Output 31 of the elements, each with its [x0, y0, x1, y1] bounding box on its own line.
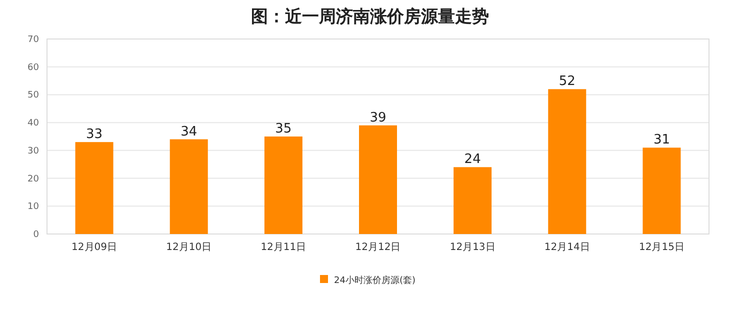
- bar: [264, 136, 302, 234]
- y-tick-label: 20: [28, 174, 40, 184]
- y-tick-label: 70: [28, 35, 40, 45]
- x-tick-label: 12月13日: [450, 242, 496, 253]
- x-tick-label: 12月14日: [544, 242, 590, 253]
- data-label: 35: [275, 122, 292, 136]
- y-tick-label: 10: [28, 202, 40, 212]
- y-tick-label: 0: [33, 230, 40, 240]
- bar: [454, 167, 492, 234]
- x-tick-label: 12月09日: [72, 242, 118, 253]
- data-label: 24: [464, 152, 481, 168]
- bar: [359, 125, 397, 234]
- data-label: 52: [558, 74, 576, 90]
- data-label: 33: [86, 127, 103, 142]
- y-tick-label: 40: [28, 118, 40, 129]
- x-tick-label: 12月11日: [260, 242, 306, 253]
- bar: [548, 89, 586, 234]
- chart-title: 图：近一周济南涨价房源量走势: [251, 7, 489, 27]
- data-label: 31: [653, 132, 670, 148]
- x-tick-label: 12月12日: [355, 242, 401, 253]
- bar: [170, 139, 208, 234]
- data-label: 39: [370, 110, 386, 126]
- x-tick-label: 12月15日: [638, 242, 684, 253]
- y-tick-label: 30: [28, 146, 40, 156]
- y-tick-label: 60: [28, 62, 40, 73]
- data-label: 34: [180, 124, 198, 140]
- x-tick-label: 12月10日: [166, 242, 212, 253]
- y-tick-label: 50: [28, 90, 40, 101]
- bar: [642, 148, 681, 234]
- bar: [75, 142, 114, 234]
- legend: 24小时涨价房源(套): [320, 275, 416, 286]
